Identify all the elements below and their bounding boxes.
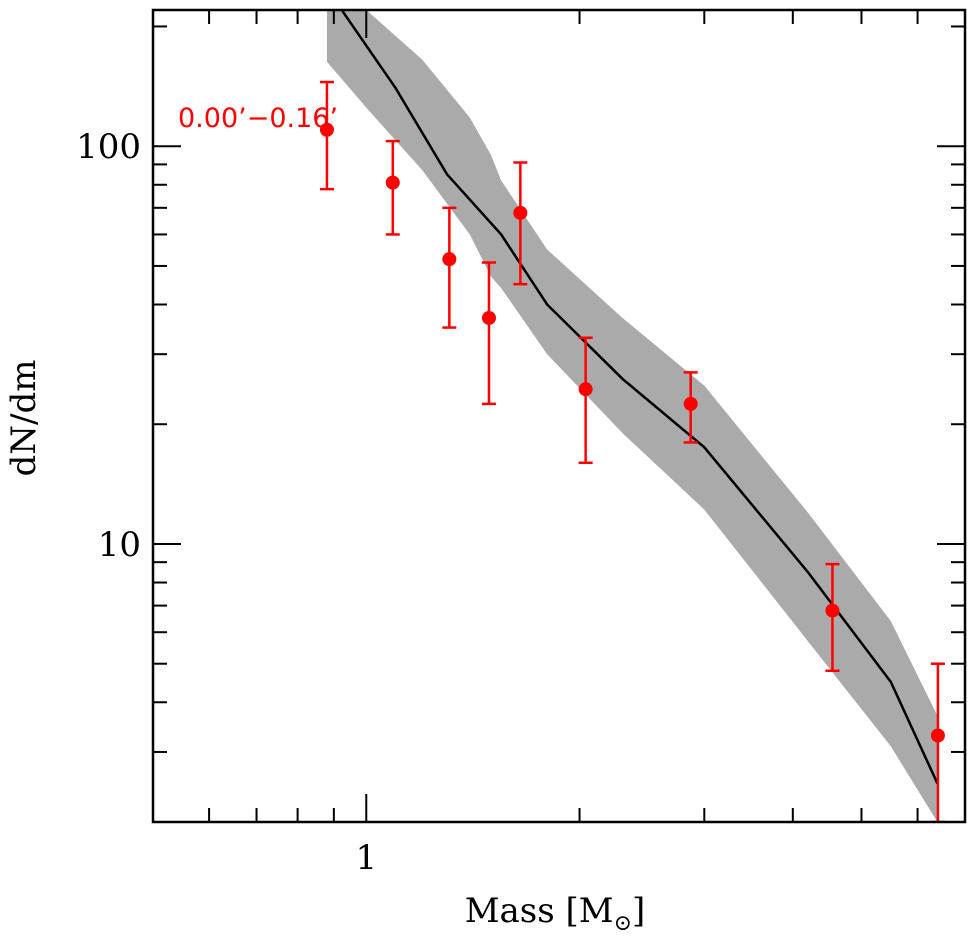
data-point xyxy=(930,728,945,743)
y-axis-label: dN/dm xyxy=(4,360,44,477)
data-point-group xyxy=(825,562,840,673)
radius-range-annotation: 0.00’−0.16’ xyxy=(178,103,338,134)
data-point-group xyxy=(442,206,457,329)
data-point-group xyxy=(319,80,334,191)
plot-frame xyxy=(151,8,967,824)
data-point xyxy=(481,310,496,325)
data-point xyxy=(442,252,457,267)
axis-ticks-layer: 1 10 100 xyxy=(76,10,966,878)
x-axis-label-main: Mass [M xyxy=(465,891,614,931)
x-tick-label: 1 xyxy=(355,838,377,878)
data-point xyxy=(683,396,698,411)
model-range-band-layer xyxy=(326,10,938,822)
model-range-band xyxy=(326,10,938,822)
y-tick-label: 100 xyxy=(76,127,141,167)
data-point-group xyxy=(930,662,945,822)
data-point xyxy=(825,603,840,618)
x-axis-label: Mass [M⊙] xyxy=(465,891,646,936)
data-point xyxy=(513,205,528,220)
data-point-group xyxy=(683,371,698,444)
x-axis-label-subscript: ⊙ xyxy=(614,911,632,936)
data-point-group xyxy=(385,139,400,236)
data-point-group xyxy=(578,336,593,465)
data-point xyxy=(319,122,334,137)
data-point-group xyxy=(481,261,496,406)
y-tick-label: 10 xyxy=(98,525,141,565)
data-point xyxy=(578,382,593,397)
x-axis-label-close: ] xyxy=(632,891,645,931)
observed-points-layer xyxy=(319,80,945,822)
data-point xyxy=(385,175,400,190)
data-point-group xyxy=(513,161,528,286)
